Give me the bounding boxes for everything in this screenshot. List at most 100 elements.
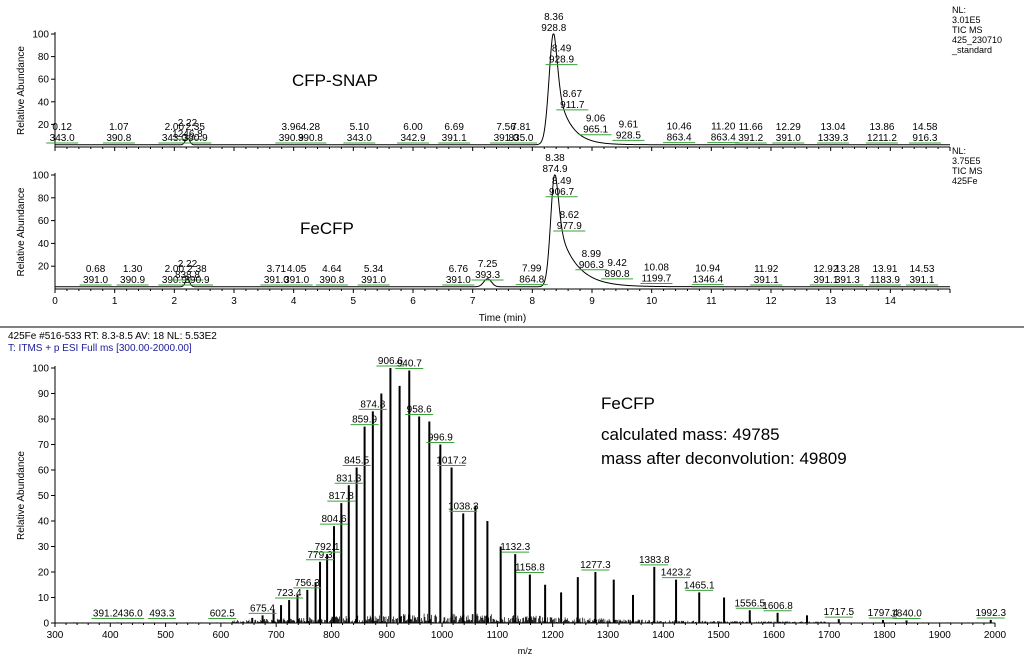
peak-mz-label: 874.9 [542,164,567,175]
peak-mz-label: 390.8 [319,275,344,286]
peak-mz-label: 863.4 [711,133,736,144]
tic-trace [55,33,950,146]
peak-mz-label: 906.7 [549,187,574,198]
y-tick-label: 40 [38,517,50,528]
peak-rt-label: 4.28 [301,122,321,133]
peak-mz-label: 391.1 [754,275,779,286]
peak-rt-label: 12.29 [776,122,801,133]
peak-mz-label: 723.4 [277,588,302,599]
peak-rt-label: 7.25 [478,259,498,270]
peak-rt-label: 2.38 [187,264,207,275]
x-tick-label: 400 [102,630,119,641]
x-tick-label: 900 [378,630,395,641]
peak-rt-label: 8.49 [552,176,572,187]
mass-spectrum: 0 10 20 30 40 50 60 70 80 90 100 300 400 500 600 700 800… [16,356,1007,656]
peak-rt-label: 8.36 [544,12,564,23]
peak-mz-label: 393.3 [475,270,500,281]
y-tick-label: 80 [38,415,50,426]
peak-rt-label: 1.30 [123,264,143,275]
x-tick-label: 12 [765,296,777,307]
nl-info-line: 425Fe [952,176,978,186]
peak-rt-label: 7.81 [511,122,531,133]
y-tick-label: 100 [32,364,49,375]
peak-rt-label: 8.67 [563,89,583,100]
peak-mz-label: 391.0 [83,275,108,286]
peak-mz-label: 906.6 [378,356,403,367]
y-tick-label: 100 [32,30,49,41]
peak-mz-label: 343.0 [50,133,75,144]
peak-rt-label: 4.64 [322,264,342,275]
peak-mz-label: 977.9 [557,221,582,232]
peak-rt-label: 13.86 [869,122,894,133]
peak-mz-label: 1183.9 [870,275,900,286]
y-tick-label: 60 [38,75,50,86]
peak-mz-label: 390.9 [120,275,145,286]
peak-mz-label: 390.8 [298,133,323,144]
peak-mz-label: 391.0 [494,133,519,144]
y-axis-label: Relative Abundance [16,187,27,276]
peak-rt-label: 7.56 [496,122,516,133]
sample-name: CFP-SNAP [292,71,378,90]
peak-rt-label: 13.04 [821,122,846,133]
nl-info-line: _standard [951,45,992,55]
x-tick-label: 1800 [873,630,896,641]
peak-rt-label: 13.91 [872,264,897,275]
peak-mz-label: 845.5 [344,455,369,466]
peak-mz-label: 958.6 [407,404,432,415]
peak-rt-label: 10.46 [667,122,692,133]
peak-rt-label: 9.06 [586,114,606,125]
x-tick-label: 1600 [763,630,786,641]
y-tick-label: 20 [38,568,50,579]
y-tick-label: 60 [38,466,50,477]
peak-mz-label: 1277.3 [580,560,611,571]
y-tick-label: 20 [38,262,50,273]
x-tick-label: 10 [646,296,658,307]
peak-mz-label: 1797.4 [868,608,899,619]
peak-mz-label: 1346.4 [692,275,723,286]
y-tick-label: 100 [32,171,49,182]
peak-rt-label: 11.20 [711,122,736,133]
peak-rt-label: 10.08 [644,262,669,273]
peak-mz-label: 817.8 [329,491,354,502]
peak-mz-label: 391.0 [284,275,309,286]
peak-rt-label: 8.62 [560,210,580,221]
peak-rt-label: 9.61 [619,119,639,130]
peak-mz-label: 1992.3 [975,608,1006,619]
peak-mz-label: 343.0 [162,133,187,144]
y-tick-label: 70 [38,440,50,451]
peak-rt-label: 6.00 [403,122,423,133]
x-tick-label: 800 [323,630,340,641]
peak-mz-label: 391.0 [264,275,289,286]
peak-mz-label: 863.4 [667,133,692,144]
peak-rt-label: 0.68 [86,264,106,275]
x-tick-label: 1700 [818,630,841,641]
x-tick-label: 4 [291,296,297,307]
y-tick-label: 40 [38,239,50,250]
nl-info-line: NL: [952,146,966,156]
peak-mz-label: 1465.1 [684,580,715,591]
peak-rt-label: 11.92 [754,264,779,275]
mass-annotation: calculated mass: 49785 [601,425,780,444]
x-tick-label: 13 [825,296,837,307]
x-tick-label: 300 [47,630,64,641]
peak-rt-label: 8.99 [582,249,602,260]
peak-mz-label: 928.5 [616,130,641,141]
peak-rt-label: 3.71 [267,264,287,275]
y-tick-label: 80 [38,52,50,63]
peak-mz-label: 390.9 [279,133,304,144]
peak-mz-label: 835.0 [508,133,533,144]
tic-trace [55,174,950,288]
y-axis-label: Relative Abundance [16,451,27,540]
y-tick-label: 90 [38,389,50,400]
peak-mz-label: 1383.8 [639,555,670,566]
peak-mz-label: 391.0 [776,133,801,144]
x-tick-label: 1300 [597,630,620,641]
peak-mz-label: 1017.2 [436,455,467,466]
peak-mz-label: 804.6 [321,514,346,525]
peak-mz-label: 391.0 [361,275,386,286]
peak-rt-label: 2.22 [178,118,198,129]
x-tick-label: 14 [885,296,897,307]
peak-mz-label: 391.2 [738,133,763,144]
peak-rt-label: 8.49 [552,44,572,55]
